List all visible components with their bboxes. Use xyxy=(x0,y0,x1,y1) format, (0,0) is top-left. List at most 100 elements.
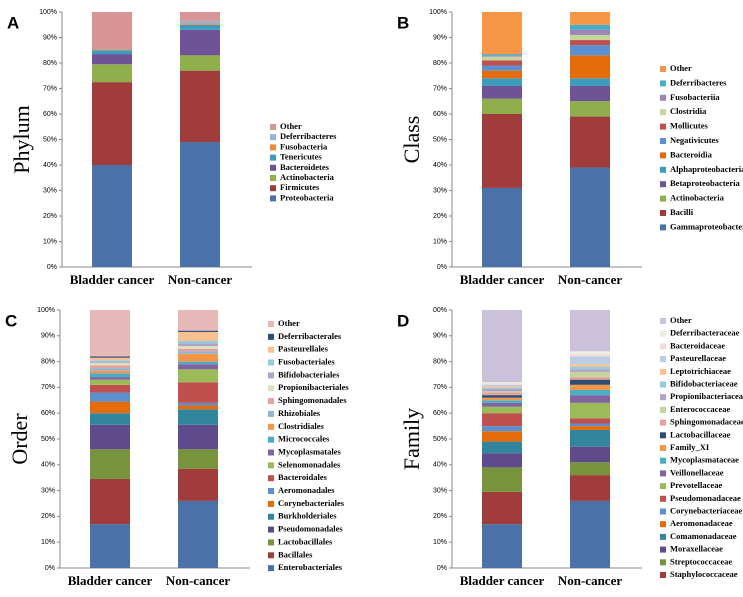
bar-segment xyxy=(570,423,610,427)
legend-label: Bacteroidetes xyxy=(280,162,330,172)
legend-label: Burkholderiales xyxy=(278,511,337,521)
y-tick-label: 30% xyxy=(433,187,447,194)
bar-segment xyxy=(570,116,610,168)
y-tick-label: 50% xyxy=(43,136,57,143)
bar-segment xyxy=(570,395,610,403)
bar-segment xyxy=(482,384,522,387)
y-tick-label: 20% xyxy=(433,513,447,520)
legend-label: Staphylococcaceae xyxy=(670,569,738,579)
bar-segment xyxy=(90,377,130,380)
legend-swatch xyxy=(660,80,666,87)
bar-segment xyxy=(570,418,610,424)
legend-label: Bacilli xyxy=(670,207,694,217)
legend-label: Bacteroidales xyxy=(278,472,328,482)
x-tick-label: Non-cancer xyxy=(558,272,622,287)
bar-segment xyxy=(482,65,522,71)
bar-segment xyxy=(90,356,130,358)
legend-swatch xyxy=(660,559,666,566)
legend-swatch xyxy=(660,457,666,464)
legend-swatch xyxy=(268,410,274,417)
legend-swatch xyxy=(270,195,276,202)
legend-label: Family_XI xyxy=(670,442,710,452)
legend-label: Propionibacteriaceae xyxy=(670,391,743,401)
bar-segment xyxy=(570,101,610,117)
legend-label: Aeromonadaceae xyxy=(670,518,733,528)
x-tick-label: Non-cancer xyxy=(558,573,622,588)
legend-swatch xyxy=(660,394,666,401)
bar-segment xyxy=(570,426,610,430)
y-tick-label: 00% xyxy=(433,307,447,314)
bar-segment xyxy=(90,365,130,369)
bar-segment xyxy=(570,356,610,365)
y-tick-label: 90% xyxy=(43,34,57,41)
legend-swatch xyxy=(660,533,666,540)
y-tick-label: 50% xyxy=(433,136,447,143)
legend-swatch xyxy=(660,508,666,515)
legend-swatch xyxy=(270,175,276,181)
bar-segment xyxy=(482,395,522,398)
panel-label: A xyxy=(7,13,19,32)
bar-segment xyxy=(90,370,130,374)
legend-label: Mycoplasmatales xyxy=(278,446,341,456)
legend-label: Alphaproteobacteria xyxy=(670,164,743,174)
bar-segment xyxy=(482,54,522,56)
legend-swatch xyxy=(268,346,274,353)
legend-label: Streptococcaceae xyxy=(670,556,732,566)
legend-swatch xyxy=(268,462,274,469)
legend-label: Betaproteobacteria xyxy=(670,178,740,188)
y-tick-label: 70% xyxy=(43,85,57,92)
legend-label: Actinobacteria xyxy=(280,172,335,182)
bar-segment xyxy=(570,353,610,357)
x-tick-label: Bladder cancer xyxy=(70,272,155,287)
y-tick-label: 60% xyxy=(433,410,447,417)
legend-label: Deferribacteraceae xyxy=(670,328,740,338)
legend-swatch xyxy=(270,134,276,141)
y-axis-label: Family xyxy=(399,408,424,470)
bar-segment xyxy=(570,78,610,86)
legend-label: Firmicutes xyxy=(280,182,320,192)
bar-segment xyxy=(570,55,610,79)
bar-segment xyxy=(90,401,130,414)
bar-segment xyxy=(90,368,130,371)
legend-swatch xyxy=(660,381,666,388)
y-tick-label: 10% xyxy=(43,238,57,245)
y-tick-label: 90% xyxy=(433,333,447,340)
bar-segment xyxy=(570,402,610,419)
legend-swatch xyxy=(660,521,666,528)
bar-segment xyxy=(482,467,522,492)
bar-segment xyxy=(90,360,130,362)
bar-segment xyxy=(482,383,522,385)
bar-segment xyxy=(570,379,610,385)
y-tick-label: 100% xyxy=(37,307,55,314)
y-tick-label: 10% xyxy=(433,238,447,245)
bar-segment xyxy=(570,310,610,352)
legend-swatch xyxy=(270,185,276,192)
bar-segment xyxy=(482,12,522,55)
legend-swatch xyxy=(660,109,666,116)
legend-label: Pseudomonadales xyxy=(278,524,343,534)
legend-swatch xyxy=(268,513,274,520)
x-tick-label: Bladder cancer xyxy=(460,573,545,588)
legend-swatch xyxy=(660,356,666,363)
y-tick-label: 50% xyxy=(41,436,55,443)
legend-label: Prevotellaceae xyxy=(670,480,722,490)
bar-segment xyxy=(180,70,220,143)
bar-segment xyxy=(570,377,610,380)
bar-segment xyxy=(482,402,522,407)
bar-segment xyxy=(482,453,522,468)
bar-segment xyxy=(570,85,610,102)
legend-label: Sphingomonadales xyxy=(278,395,347,405)
x-tick-label: Bladder cancer xyxy=(460,272,545,287)
bar-segment xyxy=(92,54,132,65)
legend-label: Comamonadaceae xyxy=(670,531,737,541)
bar-segment xyxy=(570,371,610,378)
bar-segment xyxy=(178,351,218,354)
bar-segment xyxy=(482,70,522,79)
bar-segment xyxy=(482,392,522,396)
legend-label: Deferribacterales xyxy=(278,331,342,341)
bar-segment xyxy=(570,351,610,354)
legend-swatch xyxy=(660,181,666,188)
legend-swatch xyxy=(268,423,274,430)
legend-label: Pasteurellaceae xyxy=(670,353,726,363)
